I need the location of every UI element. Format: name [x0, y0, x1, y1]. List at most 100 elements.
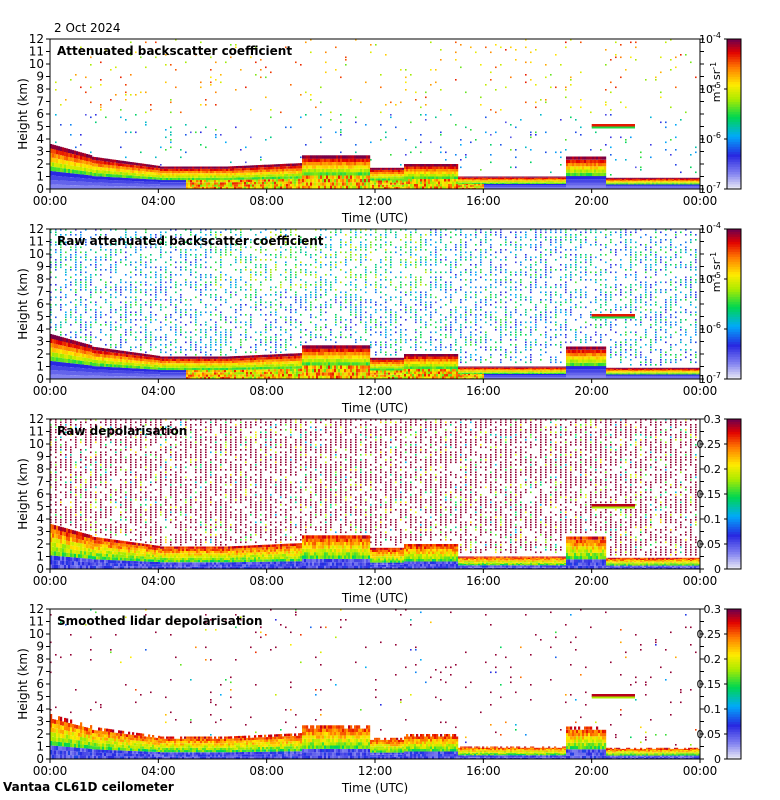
y-tick-label: 6	[36, 677, 44, 691]
colorbar-tick-label: 10-6	[699, 321, 721, 336]
colorbar-tick-label: 10-7	[699, 181, 721, 196]
colorbar-tick-label: 0.3	[704, 603, 722, 616]
colorbar: 0 0.05 0.1 0.15 0.2 0.25 0.3	[697, 413, 742, 576]
x-tick-label: 04:00	[141, 194, 176, 208]
y-tick-label: 1	[36, 740, 44, 754]
colorbar: 0 0.05 0.1 0.15 0.2 0.25 0.3	[697, 603, 742, 766]
y-tick-label: 5	[36, 120, 44, 134]
x-tick-label: 00:00	[33, 764, 68, 778]
x-tick-label: 20:00	[574, 574, 609, 588]
x-tick-label: 08:00	[249, 764, 284, 778]
y-tick-label: 7	[36, 95, 44, 109]
y-tick-label: 1	[36, 170, 44, 184]
x-tick-label: 20:00	[574, 194, 609, 208]
panel-title: Smoothed lidar depolarisation	[57, 614, 263, 628]
y-tick-label: 4	[36, 132, 44, 146]
colorbar: 10-710-610-510-4m-1 sr-1	[699, 31, 742, 196]
y-tick-label: 9	[36, 70, 44, 84]
heatmap-cells	[50, 419, 701, 570]
y-tick-label: 3	[36, 525, 44, 539]
cloud-layer	[591, 124, 635, 127]
colorbar-tick-label: 0.05	[697, 538, 722, 551]
x-tick-label: 20:00	[574, 384, 609, 398]
y-tick-label: 3	[36, 335, 44, 349]
y-tick-label: 3	[36, 145, 44, 159]
colorbar-unit: m-1 sr-1	[709, 62, 723, 102]
x-tick-label: 16:00	[466, 194, 501, 208]
y-tick-label: 5	[36, 500, 44, 514]
colorbar-tick-label: 0	[714, 753, 721, 766]
x-tick-label: 12:00	[358, 194, 393, 208]
y-tick-label: 11	[29, 425, 44, 439]
colorbar-unit: m-1 sr-1	[709, 252, 723, 292]
x-tick-label: 04:00	[141, 574, 176, 588]
y-axis-label: Height (km)	[16, 648, 30, 719]
cloud-layer	[591, 504, 635, 507]
y-tick-label: 5	[36, 310, 44, 324]
x-tick-label: 08:00	[249, 194, 284, 208]
x-tick-label: 16:00	[466, 574, 501, 588]
y-tick-label: 2	[36, 157, 44, 171]
y-tick-label: 11	[29, 235, 44, 249]
x-tick-label: 00:00	[683, 574, 718, 588]
cloud-layer	[591, 314, 635, 317]
x-tick-label: 00:00	[683, 194, 718, 208]
colorbar-tick-label: 0.05	[697, 728, 722, 741]
y-tick-label: 12	[29, 602, 44, 616]
y-tick-label: 9	[36, 260, 44, 274]
y-tick-label: 4	[36, 322, 44, 336]
colorbar-tick-label: 0.15	[697, 488, 722, 501]
panel-title: Raw depolarisation	[57, 424, 187, 438]
y-tick-label: 8	[36, 82, 44, 96]
colorbar-tick-label: 0.25	[697, 438, 722, 451]
y-tick-label: 10	[29, 437, 44, 451]
x-axis-label: Time (UTC)	[341, 401, 408, 415]
colorbar-tick-label: 0.2	[704, 463, 722, 476]
x-axis-label: Time (UTC)	[341, 781, 408, 795]
colorbar-tick-label: 10-6	[699, 131, 721, 146]
panel-title: Attenuated backscatter coefficient	[57, 44, 292, 58]
x-tick-label: 00:00	[683, 764, 718, 778]
x-tick-label: 12:00	[358, 384, 393, 398]
y-tick-label: 8	[36, 652, 44, 666]
x-tick-label: 00:00	[33, 194, 68, 208]
heatmap-cells	[50, 229, 701, 380]
y-tick-label: 3	[36, 715, 44, 729]
colorbar-tick-label: 0.2	[704, 653, 722, 666]
x-tick-label: 04:00	[141, 764, 176, 778]
colorbar-tick-label: 0.3	[704, 413, 722, 426]
y-tick-label: 12	[29, 412, 44, 426]
y-tick-label: 7	[36, 665, 44, 679]
y-tick-label: 8	[36, 272, 44, 286]
y-tick-label: 9	[36, 450, 44, 464]
y-tick-label: 9	[36, 640, 44, 654]
y-tick-label: 12	[29, 222, 44, 236]
colorbar-tick-label: 10-4	[699, 31, 721, 46]
y-tick-label: 10	[29, 247, 44, 261]
y-tick-label: 2	[36, 537, 44, 551]
colorbar-tick-label: 0.1	[704, 703, 722, 716]
y-tick-label: 11	[29, 45, 44, 59]
y-tick-label: 1	[36, 360, 44, 374]
y-tick-label: 7	[36, 475, 44, 489]
x-axis-label: Time (UTC)	[341, 211, 408, 225]
x-tick-label: 00:00	[683, 384, 718, 398]
y-tick-label: 6	[36, 297, 44, 311]
x-axis-label: Time (UTC)	[341, 591, 408, 605]
x-tick-label: 12:00	[358, 574, 393, 588]
heatmap-cells	[50, 39, 701, 190]
colorbar-tick-label: 0	[714, 563, 721, 576]
colorbar-tick-label: 0.1	[704, 513, 722, 526]
colorbar: 10-710-610-510-4m-1 sr-1	[699, 221, 742, 386]
x-tick-label: 08:00	[249, 574, 284, 588]
x-tick-label: 12:00	[358, 764, 393, 778]
y-tick-label: 6	[36, 107, 44, 121]
y-tick-label: 2	[36, 347, 44, 361]
colorbar-tick-label: 10-7	[699, 371, 721, 386]
colorbar-tick-label: 0.25	[697, 628, 722, 641]
date-label: 2 Oct 2024	[54, 21, 121, 35]
